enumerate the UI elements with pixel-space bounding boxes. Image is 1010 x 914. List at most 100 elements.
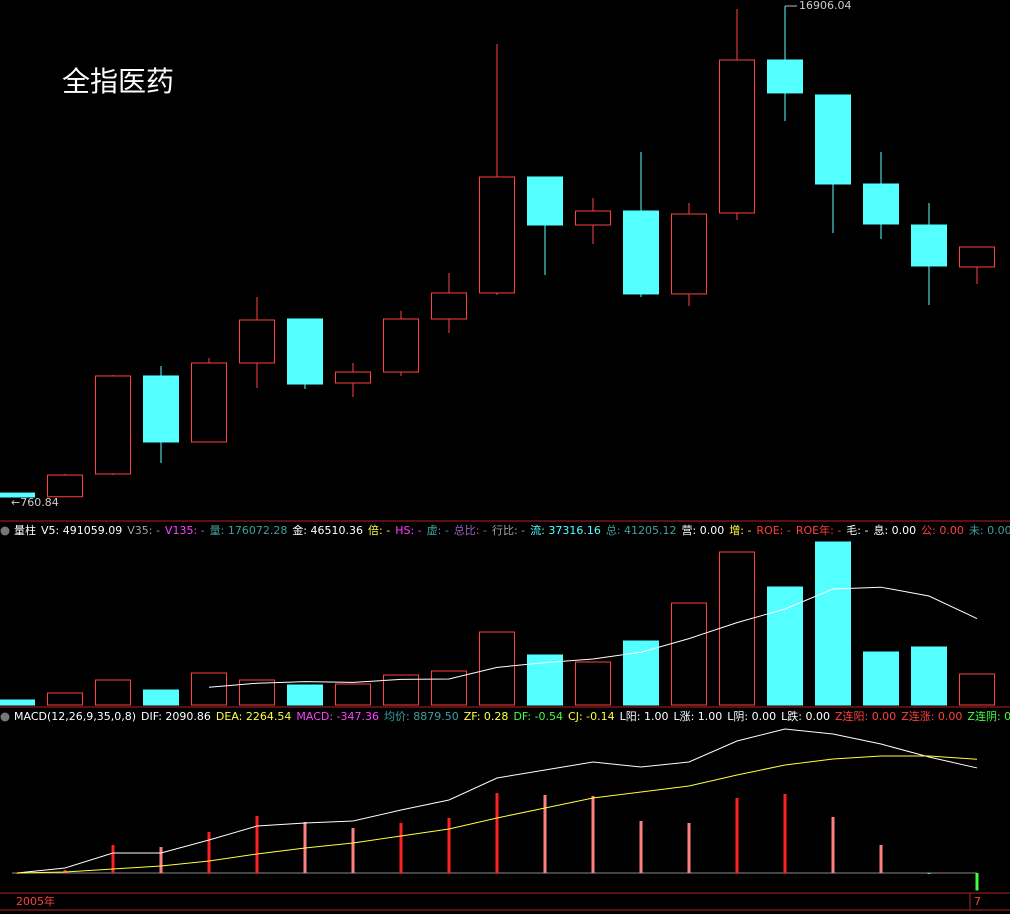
volume-bar (959, 673, 995, 706)
candle-body (383, 318, 419, 373)
candle-body (0, 492, 35, 498)
volume-header: 量柱 V5: 491059.09 V35: - V135: - 量: 176072.28… (14, 523, 1010, 539)
macd-bar (543, 795, 547, 873)
header-item: L跌: 0.00 (781, 710, 830, 723)
candle-body (575, 210, 611, 226)
header-item: ROE年: - (795, 524, 842, 537)
volume-bar (863, 651, 899, 706)
header-item: 金: 46510.36 (292, 524, 364, 537)
header-item: 均价: 8879.50 (384, 710, 459, 723)
chart-title: 全指医药 (62, 65, 175, 98)
macd-bar (207, 832, 211, 873)
candle-body (95, 375, 131, 475)
header-item: DEA: 2264.54 (215, 710, 292, 723)
macd-bar (687, 823, 691, 873)
volume-bar (335, 683, 371, 706)
x-tick-label: 2005年 (16, 894, 55, 908)
volume-bar (815, 541, 851, 706)
volume-ma-line (208, 586, 978, 688)
header-item: ROE: - (756, 524, 791, 537)
volume-bar (719, 551, 755, 706)
macd-bar (735, 797, 739, 873)
header-item: 毛: - (846, 524, 869, 537)
macd-bar (159, 847, 163, 873)
macd-bar (591, 796, 595, 873)
volume-bar (0, 699, 35, 706)
header-item: CJ: -0.14 (568, 710, 615, 723)
volume-bar (911, 646, 947, 706)
volume-bar (95, 679, 131, 706)
header-item: 流: 37316.16 (530, 524, 601, 537)
header-item: L阴: 0.00 (727, 710, 777, 723)
macd-bar (447, 817, 451, 873)
volume-bar (527, 654, 563, 706)
candle-body (767, 59, 803, 94)
candle-body (959, 246, 995, 268)
macd-bar (15, 873, 19, 874)
candle-body (47, 474, 83, 498)
header-item: DF: -0.54 (513, 710, 564, 723)
header-item: Z连阴: 0 (967, 710, 1010, 723)
volume-bar (191, 672, 227, 706)
header-item: Z连阳: 0.00 (834, 710, 897, 723)
header-item: 行比: - (491, 524, 526, 537)
macd-bar (351, 827, 355, 873)
macd-header: MACD(12,26,9,35,0,8) DIF: 2090.86 DEA: 226… (14, 709, 1010, 725)
macd-bar (255, 816, 259, 873)
candle-body (239, 319, 275, 364)
annotation: ←760.84 (11, 496, 59, 509)
candle-body (815, 94, 851, 185)
candle-body (479, 176, 515, 294)
macd-bar (111, 845, 115, 873)
header-item: 量: 176072.28 (209, 524, 288, 537)
dea-line (16, 755, 978, 874)
candle-body (719, 59, 755, 214)
header-item: 倍: - (368, 524, 391, 537)
macd-bar (495, 793, 499, 873)
header-item: 增: - (729, 524, 752, 537)
candle-body (287, 318, 323, 385)
header-item: HS: - (395, 524, 422, 537)
header-item: V5: 491059.09 (41, 524, 123, 537)
macd-bar (975, 873, 979, 891)
candle-body (863, 183, 899, 225)
header-item: MACD: -347.36 (296, 710, 380, 723)
macd-bar (63, 869, 67, 873)
header-item: 总: 41205.12 (605, 524, 677, 537)
candle-body (623, 210, 659, 295)
header-item: 息: 0.00 (873, 524, 917, 537)
header-item: Z连涨: 0.00 (901, 710, 963, 723)
x-tick-label: 7 (974, 895, 981, 908)
macd-bar (831, 817, 835, 873)
candle-body (911, 224, 947, 267)
macd-bar (879, 845, 883, 873)
volume-bar (575, 661, 611, 706)
volume-bar (143, 689, 179, 706)
volume-bar (287, 684, 323, 706)
macd-bar (783, 794, 787, 873)
volume-bar (767, 586, 803, 706)
header-item: 总比: - (453, 524, 487, 537)
candle-body (335, 371, 371, 384)
volume-bar (47, 692, 83, 706)
header-item: L涨: 1.00 (673, 710, 723, 723)
panel-icon[interactable] (0, 526, 10, 536)
header-item: 虚: - (426, 524, 449, 537)
header-item: ZF: 0.28 (463, 710, 509, 723)
header-item: L阳: 1.00 (619, 710, 669, 723)
annotation: 16906.04 (799, 0, 852, 12)
candle-body (671, 213, 707, 295)
header-item: 未: 0.00 (968, 524, 1010, 537)
header-item: 营: 0.00 (681, 524, 725, 537)
candle-body (191, 362, 227, 443)
candle-body (527, 176, 563, 226)
macd-bar (927, 873, 931, 875)
volume-bar (671, 602, 707, 706)
panel-icon[interactable] (0, 712, 10, 722)
dif-line (16, 728, 978, 874)
header-item: 公: 0.00 (921, 524, 964, 537)
macd-bar (399, 823, 403, 873)
header-item: 量柱 (14, 524, 36, 537)
